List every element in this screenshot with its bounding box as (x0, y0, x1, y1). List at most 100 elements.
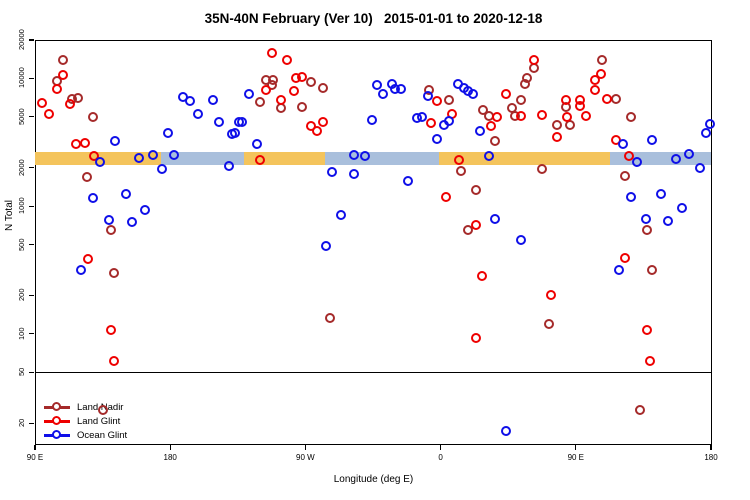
y-tick (29, 39, 34, 41)
reference-line-50 (35, 372, 712, 374)
data-point-ocean-glint (670, 154, 681, 165)
data-point-land-nadir (625, 111, 636, 122)
y-tick-label: 2000 (17, 159, 26, 177)
x-tick (440, 445, 442, 450)
data-point-land-nadir (619, 170, 630, 181)
data-point-land-glint (601, 93, 612, 104)
legend-marker-icon (44, 414, 70, 428)
data-point-land-glint (36, 97, 47, 108)
data-point-ocean-glint (515, 234, 526, 245)
data-point-land-glint (470, 332, 481, 343)
data-point-land-glint (500, 88, 511, 99)
data-point-land-nadir (490, 136, 501, 147)
x-tick-label: 0 (438, 453, 443, 462)
data-point-ocean-glint (126, 216, 137, 227)
data-point-ocean-glint (613, 265, 624, 276)
data-point-ocean-glint (75, 265, 86, 276)
data-point-land-nadir (72, 92, 83, 103)
data-point-ocean-glint (631, 157, 642, 168)
data-point-ocean-glint (120, 188, 131, 199)
legend-item: Land Nadir (44, 400, 127, 414)
band-segment-ocean (324, 152, 440, 165)
data-point-ocean-glint (700, 128, 711, 139)
data-point-land-nadir (470, 184, 481, 195)
y-tick-label: 100 (17, 327, 26, 341)
data-point-land-nadir (305, 76, 316, 87)
data-point-land-nadir (98, 404, 109, 415)
y-tick-label: 5000 (17, 108, 26, 126)
data-point-ocean-glint (168, 150, 179, 161)
data-point-land-glint (65, 98, 76, 109)
x-tick (710, 445, 712, 450)
legend-label: Ocean Glint (77, 429, 128, 441)
data-point-ocean-glint (416, 111, 427, 122)
data-point-ocean-glint (326, 166, 337, 177)
data-point-land-glint (551, 132, 562, 143)
x-tick-label: 180 (163, 453, 177, 462)
data-point-land-glint (254, 155, 265, 166)
data-point-land-nadir (105, 224, 116, 235)
x-tick (34, 445, 36, 450)
data-point-land-glint (305, 121, 316, 132)
data-point-land-glint (589, 74, 600, 85)
legend-marker-icon (44, 428, 70, 442)
data-point-land-nadir (565, 120, 576, 131)
data-point-ocean-glint (185, 95, 196, 106)
data-point-land-nadir (296, 101, 307, 112)
data-point-ocean-glint (395, 83, 406, 94)
data-point-ocean-glint (192, 108, 203, 119)
data-point-land-glint (589, 84, 600, 95)
data-point-ocean-glint (625, 191, 636, 202)
data-point-ocean-glint (655, 188, 666, 199)
chart-title: 35N-40N February (Ver 10) 2015-01-01 to … (204, 11, 543, 26)
data-point-ocean-glint (367, 115, 378, 126)
band-segment-land (439, 152, 611, 165)
data-point-land-glint (89, 151, 100, 162)
y-tick-label: 20000 (17, 29, 26, 51)
x-tick-label: 90 W (296, 453, 315, 462)
data-point-land-glint (266, 47, 277, 58)
data-point-ocean-glint (230, 128, 241, 139)
data-point-land-glint (431, 95, 442, 106)
y-tick-label: 10000 (17, 68, 26, 89)
data-point-ocean-glint (500, 426, 511, 437)
data-point-land-nadir (544, 318, 555, 329)
data-point-ocean-glint (705, 119, 716, 130)
data-point-land-glint (645, 356, 656, 367)
data-point-ocean-glint (663, 215, 674, 226)
x-tick (575, 445, 577, 450)
data-point-land-glint (562, 111, 573, 122)
data-point-ocean-glint (422, 90, 433, 101)
data-point-land-glint (317, 117, 328, 128)
data-point-ocean-glint (640, 213, 651, 224)
band-segment-ocean (161, 152, 244, 165)
y-tick (29, 422, 34, 424)
data-point-land-glint (80, 138, 91, 149)
data-point-ocean-glint (251, 139, 262, 150)
data-point-land-glint (485, 121, 496, 132)
y-axis-title: N Total (4, 200, 15, 231)
y-tick (29, 294, 34, 296)
data-point-land-glint (580, 110, 591, 121)
y-tick (29, 205, 34, 207)
data-point-land-glint (642, 324, 653, 335)
data-point-ocean-glint (467, 88, 478, 99)
data-point-land-glint (491, 111, 502, 122)
data-point-land-nadir (536, 164, 547, 175)
data-point-land-nadir (57, 55, 68, 66)
y-tick-label: 50 (17, 368, 26, 377)
data-point-ocean-glint (484, 151, 495, 162)
data-point-ocean-glint (684, 149, 695, 160)
data-point-ocean-glint (244, 88, 255, 99)
data-point-land-nadir (646, 265, 657, 276)
data-point-land-glint (57, 69, 68, 80)
data-point-land-glint (440, 191, 451, 202)
data-point-land-nadir (108, 268, 119, 279)
data-point-ocean-glint (371, 79, 382, 90)
x-tick-label: 90 E (567, 453, 585, 462)
data-point-land-glint (71, 139, 82, 150)
data-point-land-glint (260, 84, 271, 95)
legend-label: Land Glint (77, 415, 121, 427)
data-point-land-nadir (515, 94, 526, 105)
data-point-ocean-glint (490, 213, 501, 224)
